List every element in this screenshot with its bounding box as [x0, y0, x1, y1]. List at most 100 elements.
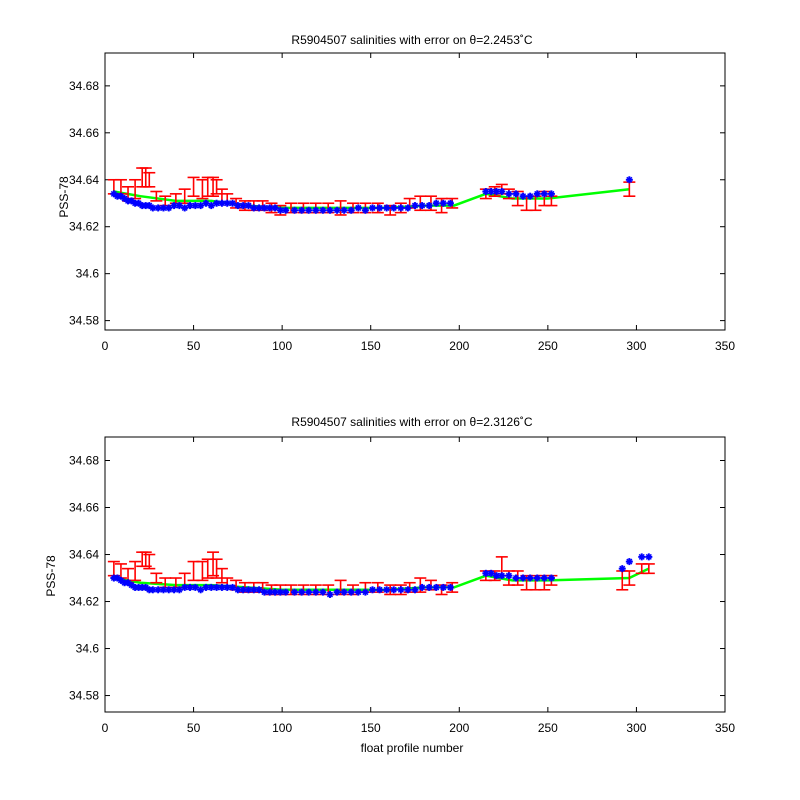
data-point [282, 588, 290, 596]
data-point [418, 202, 426, 210]
data-point [255, 586, 263, 594]
x-tick-label: 100 [272, 339, 292, 353]
data-point [347, 588, 355, 596]
y-tick-label: 34.64 [69, 548, 99, 562]
data-point [354, 204, 362, 212]
data-point [354, 588, 362, 596]
data-point [312, 588, 320, 596]
data-point [175, 202, 183, 210]
data-point [319, 588, 327, 596]
errorbar [187, 176, 200, 197]
data-point [376, 204, 384, 212]
chart-title: R5904507 salinities with error on θ=2.24… [291, 33, 532, 47]
data-point [487, 188, 495, 195]
data-point [425, 583, 433, 591]
data-point [266, 588, 274, 596]
data-point [425, 202, 433, 210]
data-point [128, 197, 136, 205]
data-point [418, 583, 426, 591]
data-point [512, 574, 520, 582]
y-tick-label: 34.68 [69, 79, 99, 93]
data-point [291, 206, 299, 214]
y-tick-label: 34.66 [69, 126, 99, 140]
errorbar [642, 563, 655, 575]
data-point [547, 574, 555, 582]
data-point [498, 572, 506, 580]
data-point [411, 586, 419, 594]
data-point [397, 586, 405, 594]
chart-panel-top: R5904507 salinities with error on θ=2.24… [57, 33, 735, 353]
data-point [446, 583, 454, 591]
errorbar [384, 584, 397, 596]
errorbar [215, 567, 228, 584]
data-point [347, 206, 355, 214]
data-point [197, 586, 205, 594]
data-point [120, 195, 128, 203]
data-point [291, 588, 299, 596]
data-point [149, 586, 157, 594]
data-point [533, 574, 541, 582]
errorbar [334, 200, 347, 216]
data-point [305, 588, 313, 596]
data-point [383, 204, 391, 212]
data-point [113, 574, 121, 582]
x-tick-label: 0 [102, 721, 109, 735]
data-point [390, 204, 398, 212]
x-tick-label: 100 [272, 721, 292, 735]
x-tick-label: 250 [538, 339, 558, 353]
x-tick-label: 300 [626, 721, 646, 735]
data-point [526, 574, 534, 582]
y-tick-label: 34.68 [69, 454, 99, 468]
data-point [519, 192, 527, 200]
x-axis-label: float profile number [361, 741, 464, 755]
data-point [298, 206, 306, 214]
data-point [333, 588, 341, 596]
errorbar [150, 572, 163, 584]
data-point [625, 558, 633, 566]
x-tick-label: 50 [187, 339, 201, 353]
float-salinity-group [110, 553, 653, 598]
data-point [191, 202, 199, 210]
data-point [298, 588, 306, 596]
data-point [368, 204, 376, 212]
data-point [175, 586, 183, 594]
data-point [305, 206, 313, 214]
data-point [170, 202, 178, 210]
chart-title: R5904507 salinities with error on θ=2.31… [291, 415, 532, 429]
data-point [361, 588, 369, 596]
axis-ticks: 0 50 100 150 200 250 300 350 34.58 34.6 34.62 34.64… [69, 437, 735, 735]
chart-panel-bottom: R5904507 salinities with error on θ=2.31… [44, 415, 735, 755]
data-point [207, 202, 215, 210]
data-point [181, 204, 189, 212]
data-point [255, 204, 263, 212]
data-point [404, 586, 412, 594]
y-tick-label: 34.6 [76, 267, 100, 281]
y-tick-label: 34.62 [69, 595, 99, 609]
data-point [625, 176, 633, 184]
x-tick-label: 50 [187, 721, 201, 735]
data-point [397, 204, 405, 212]
data-point [271, 204, 279, 212]
data-point [326, 206, 334, 214]
data-point [498, 188, 506, 195]
data-point [487, 569, 495, 577]
data-point [361, 206, 369, 214]
data-point [618, 565, 626, 573]
errorbar [210, 178, 223, 195]
data-point [149, 204, 157, 212]
errorbar [143, 171, 156, 188]
y-axis-label: PSS-78 [44, 555, 58, 597]
data-point [229, 583, 237, 591]
data-point [319, 206, 327, 214]
data-point [519, 574, 527, 582]
data-point [526, 192, 534, 200]
data-point [547, 190, 555, 198]
x-tick-label: 200 [449, 339, 469, 353]
data-point [197, 202, 205, 210]
data-point [165, 204, 173, 212]
data-point [439, 583, 447, 591]
data-point [505, 190, 513, 198]
data-point [376, 586, 384, 594]
data-point [505, 572, 513, 580]
